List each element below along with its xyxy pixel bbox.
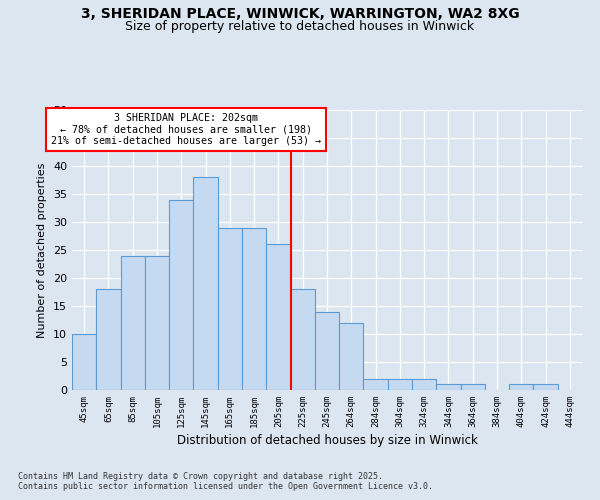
Bar [96, 289, 121, 390]
Text: Contains HM Land Registry data © Crown copyright and database right 2025.: Contains HM Land Registry data © Crown c… [18, 472, 383, 481]
Bar [461, 384, 485, 390]
Bar [169, 200, 193, 390]
Bar [121, 256, 145, 390]
Y-axis label: Number of detached properties: Number of detached properties [37, 162, 47, 338]
X-axis label: Distribution of detached houses by size in Winwick: Distribution of detached houses by size … [176, 434, 478, 447]
Bar [290, 289, 315, 390]
Text: 3 SHERIDAN PLACE: 202sqm
← 78% of detached houses are smaller (198)
21% of semi-: 3 SHERIDAN PLACE: 202sqm ← 78% of detach… [51, 113, 321, 146]
Bar [436, 384, 461, 390]
Bar [339, 323, 364, 390]
Bar [266, 244, 290, 390]
Bar [509, 384, 533, 390]
Bar [364, 379, 388, 390]
Text: 3, SHERIDAN PLACE, WINWICK, WARRINGTON, WA2 8XG: 3, SHERIDAN PLACE, WINWICK, WARRINGTON, … [80, 8, 520, 22]
Bar [145, 256, 169, 390]
Text: Contains public sector information licensed under the Open Government Licence v3: Contains public sector information licen… [18, 482, 433, 491]
Bar [315, 312, 339, 390]
Bar [218, 228, 242, 390]
Text: Size of property relative to detached houses in Winwick: Size of property relative to detached ho… [125, 20, 475, 33]
Bar [72, 334, 96, 390]
Bar [533, 384, 558, 390]
Bar [242, 228, 266, 390]
Bar [193, 177, 218, 390]
Bar [412, 379, 436, 390]
Bar [388, 379, 412, 390]
